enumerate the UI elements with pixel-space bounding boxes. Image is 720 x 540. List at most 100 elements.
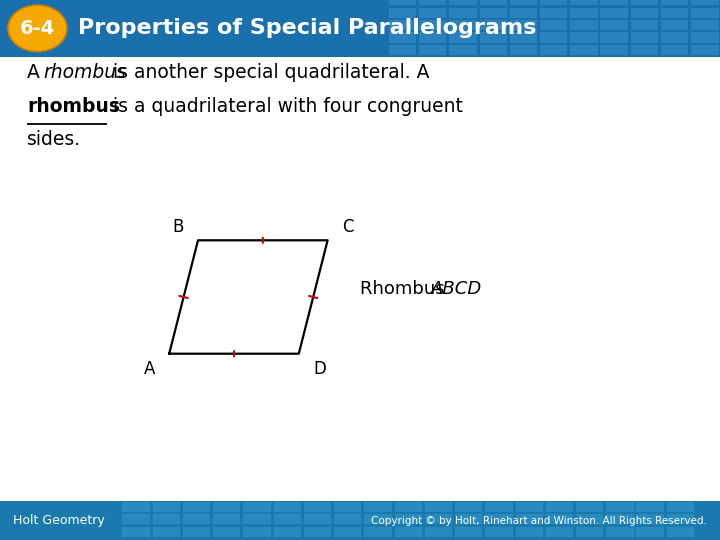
Bar	[425, 502, 452, 512]
Text: A: A	[143, 360, 155, 378]
Bar	[600, 20, 628, 30]
Bar	[183, 526, 210, 537]
Bar	[0, 0, 720, 57]
Bar	[540, 45, 567, 55]
Bar	[455, 526, 482, 537]
Bar	[153, 514, 180, 524]
Bar	[691, 0, 719, 5]
Bar	[455, 514, 482, 524]
Bar	[691, 8, 719, 18]
Bar	[389, 20, 416, 30]
Bar	[546, 514, 573, 524]
Bar	[304, 526, 331, 537]
Bar	[631, 45, 658, 55]
Bar	[389, 0, 416, 5]
Bar	[510, 20, 537, 30]
Bar	[274, 502, 301, 512]
Bar	[243, 526, 271, 537]
Bar	[449, 8, 477, 18]
Bar	[691, 20, 719, 30]
Bar	[395, 514, 422, 524]
Bar	[661, 0, 688, 5]
Text: sides.: sides.	[27, 130, 81, 149]
Bar	[153, 526, 180, 537]
Bar	[516, 502, 543, 512]
Bar	[419, 0, 446, 5]
Bar	[480, 32, 507, 43]
Bar	[600, 45, 628, 55]
Bar	[546, 502, 573, 512]
Bar	[389, 32, 416, 43]
Bar	[661, 20, 688, 30]
Bar	[122, 502, 150, 512]
Bar	[122, 526, 150, 537]
Text: ABCD: ABCD	[431, 280, 482, 298]
Bar	[480, 8, 507, 18]
Bar	[455, 502, 482, 512]
Bar	[274, 514, 301, 524]
Bar	[449, 0, 477, 5]
Bar	[516, 514, 543, 524]
Bar	[183, 502, 210, 512]
Bar	[304, 502, 331, 512]
Bar	[600, 8, 628, 18]
Text: rhombus: rhombus	[27, 97, 120, 116]
Bar	[691, 45, 719, 55]
Bar	[153, 502, 180, 512]
Bar	[304, 514, 331, 524]
Bar	[570, 0, 598, 5]
Text: is another special quadrilateral. A: is another special quadrilateral. A	[107, 63, 429, 82]
Bar	[606, 526, 634, 537]
Bar	[631, 20, 658, 30]
Bar	[606, 514, 634, 524]
Bar	[122, 514, 150, 524]
Bar	[389, 8, 416, 18]
Bar	[425, 514, 452, 524]
Bar	[425, 526, 452, 537]
Bar	[449, 32, 477, 43]
Text: Copyright © by Holt, Rinehart and Winston. All Rights Reserved.: Copyright © by Holt, Rinehart and Winsto…	[372, 516, 707, 525]
Text: A: A	[27, 63, 46, 82]
Text: 6-4: 6-4	[20, 19, 55, 38]
Bar	[213, 526, 240, 537]
Bar	[631, 8, 658, 18]
Bar	[570, 45, 598, 55]
Bar	[395, 526, 422, 537]
Bar	[485, 502, 513, 512]
Bar	[576, 526, 603, 537]
Bar	[364, 502, 392, 512]
Bar	[540, 0, 567, 5]
Text: D: D	[313, 360, 326, 378]
Bar	[213, 514, 240, 524]
Bar	[631, 0, 658, 5]
Bar	[183, 514, 210, 524]
Bar	[667, 502, 694, 512]
Bar	[419, 8, 446, 18]
Bar	[606, 502, 634, 512]
Bar	[274, 526, 301, 537]
Bar	[600, 32, 628, 43]
Bar	[510, 8, 537, 18]
Text: Properties of Special Parallelograms: Properties of Special Parallelograms	[78, 18, 536, 38]
Bar	[570, 8, 598, 18]
Bar	[661, 32, 688, 43]
Bar	[395, 502, 422, 512]
Bar	[480, 20, 507, 30]
Bar	[546, 526, 573, 537]
Bar	[510, 45, 537, 55]
Bar	[540, 32, 567, 43]
Bar	[516, 526, 543, 537]
Bar	[334, 514, 361, 524]
Text: Rhombus: Rhombus	[360, 280, 451, 298]
Text: is a quadrilateral with four congruent: is a quadrilateral with four congruent	[107, 97, 462, 116]
Bar	[480, 45, 507, 55]
Bar	[667, 526, 694, 537]
Bar	[0, 501, 720, 540]
Bar	[243, 502, 271, 512]
Bar	[510, 0, 537, 5]
Bar	[485, 514, 513, 524]
Bar	[334, 526, 361, 537]
Bar	[661, 45, 688, 55]
Bar	[364, 526, 392, 537]
Bar	[419, 32, 446, 43]
